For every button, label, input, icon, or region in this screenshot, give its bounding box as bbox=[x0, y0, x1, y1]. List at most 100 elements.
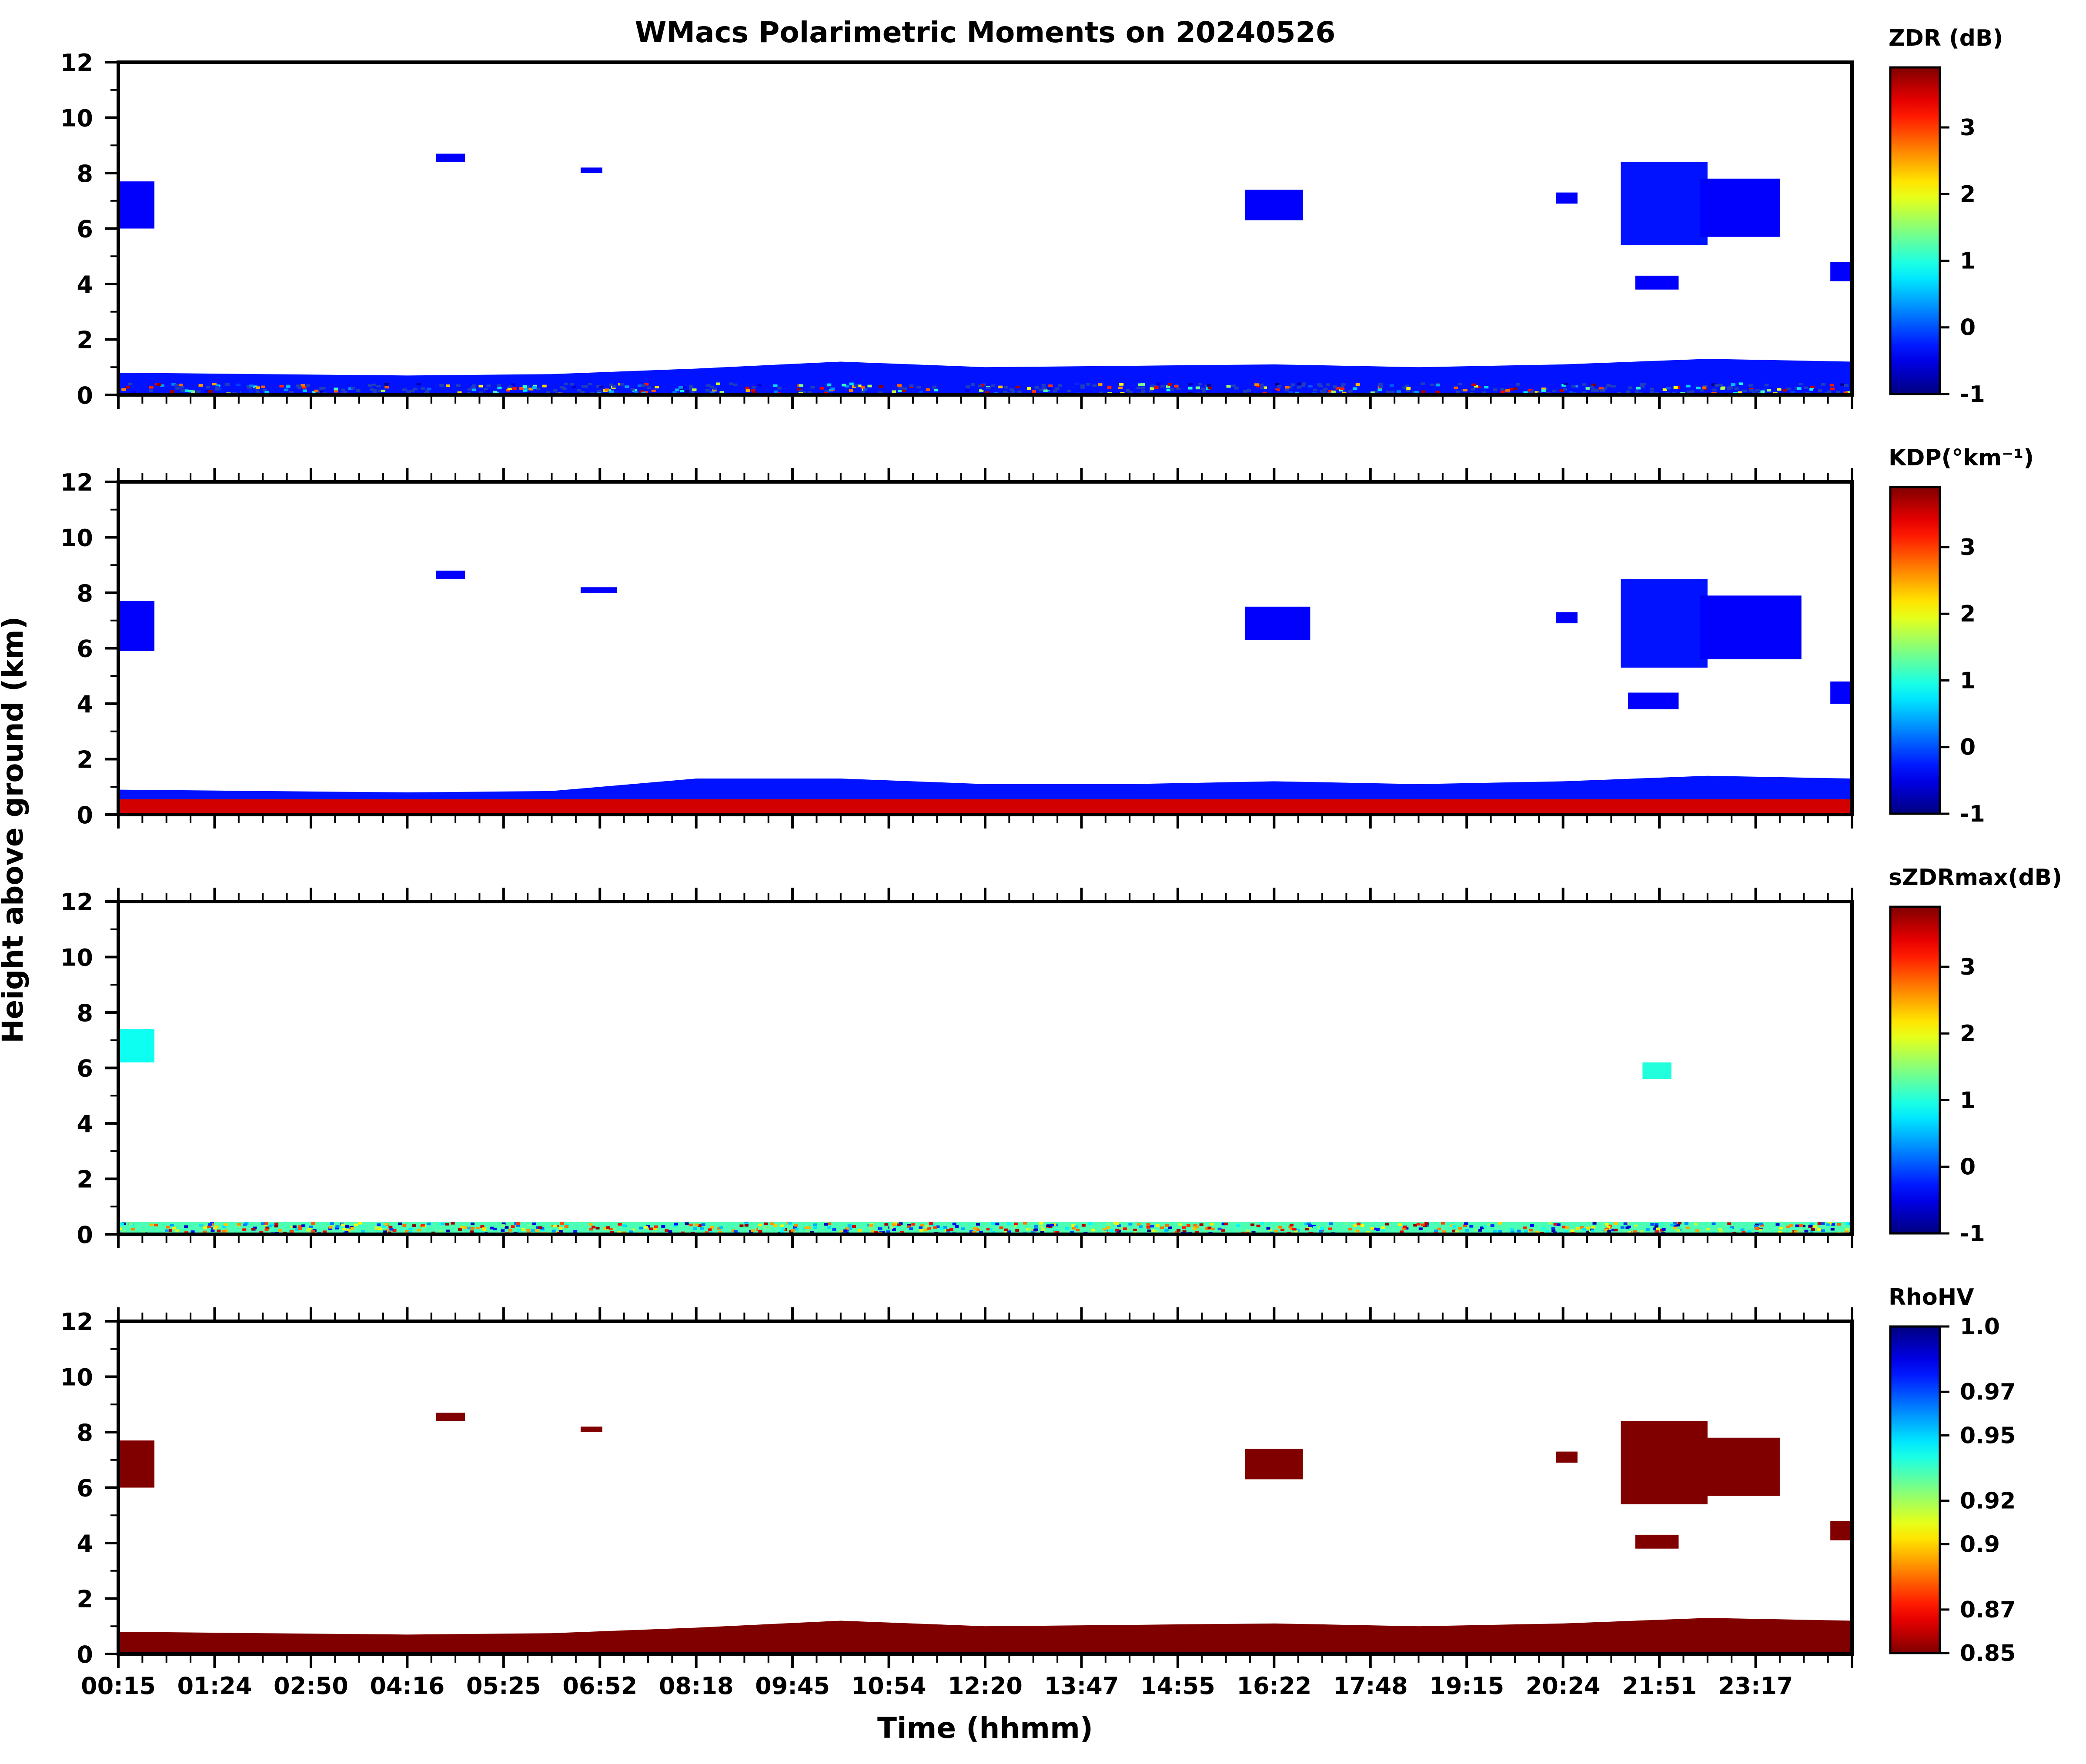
speckle-mark bbox=[1702, 1648, 1706, 1651]
speckle-mark bbox=[1230, 1227, 1235, 1230]
speckle-mark bbox=[165, 1229, 170, 1232]
speckle-mark bbox=[491, 1642, 495, 1645]
speckle-mark bbox=[889, 1647, 893, 1650]
y-tick-label: 6 bbox=[77, 216, 93, 243]
speckle-mark bbox=[967, 1645, 972, 1648]
speckle-mark bbox=[1106, 1223, 1110, 1226]
speckle-mark bbox=[438, 1223, 442, 1226]
speckle-mark bbox=[405, 1230, 409, 1233]
speckle-mark bbox=[1156, 1647, 1160, 1650]
speckle-mark bbox=[1634, 1224, 1638, 1227]
speckle-mark bbox=[1401, 1647, 1406, 1650]
speckle-mark bbox=[542, 384, 547, 388]
speckle-mark bbox=[1449, 1647, 1454, 1650]
speckle-mark bbox=[1381, 1229, 1385, 1232]
speckle-mark bbox=[1551, 1229, 1556, 1233]
speckle-mark bbox=[849, 389, 853, 392]
speckle-mark bbox=[1795, 1224, 1799, 1227]
speckle-mark bbox=[824, 1223, 828, 1226]
speckle-mark bbox=[1349, 1643, 1354, 1646]
speckle-mark bbox=[799, 384, 803, 387]
speckle-mark bbox=[1394, 1646, 1399, 1649]
speckle-mark bbox=[338, 1650, 342, 1654]
speckle-mark bbox=[1537, 391, 1542, 394]
speckle-mark bbox=[501, 1229, 505, 1232]
speckle-mark bbox=[1670, 1223, 1675, 1226]
speckle-mark bbox=[634, 391, 639, 394]
x-tick-label: 10:54 bbox=[852, 1672, 926, 1700]
speckle-mark bbox=[1268, 1222, 1273, 1225]
speckle-mark bbox=[705, 389, 710, 392]
speckle-mark bbox=[521, 1228, 525, 1231]
speckle-mark bbox=[1556, 1641, 1561, 1644]
speckle-mark bbox=[1348, 390, 1353, 393]
speckle-mark bbox=[781, 1227, 785, 1230]
speckle-mark bbox=[1193, 1224, 1197, 1227]
speckle-mark bbox=[292, 1225, 297, 1228]
speckle-mark bbox=[1699, 1650, 1704, 1654]
speckle-mark bbox=[512, 387, 517, 390]
speckle-mark bbox=[1236, 1224, 1240, 1227]
speckle-mark bbox=[341, 1223, 345, 1226]
speckle-mark bbox=[665, 1229, 669, 1232]
rhohv-cloud-15-35 bbox=[1245, 1449, 1303, 1480]
speckle-mark bbox=[1038, 1650, 1043, 1653]
speckle-mark bbox=[560, 1222, 564, 1225]
speckle-mark bbox=[1640, 1224, 1645, 1227]
speckle-mark bbox=[1642, 1226, 1646, 1229]
speckle-mark bbox=[1421, 390, 1426, 393]
speckle-mark bbox=[991, 384, 996, 387]
speckle-mark bbox=[130, 1649, 135, 1652]
speckle-mark bbox=[345, 1225, 349, 1228]
colorbar-tick-label: 0.95 bbox=[1960, 1423, 2016, 1449]
rhohv-data bbox=[118, 1413, 1852, 1654]
speckle-mark bbox=[701, 1223, 705, 1226]
speckle-mark bbox=[1414, 391, 1419, 394]
speckle-mark bbox=[1106, 1226, 1110, 1229]
speckle-mark bbox=[1498, 1230, 1502, 1233]
speckle-mark bbox=[416, 383, 421, 386]
speckle-mark bbox=[1620, 1226, 1625, 1229]
speckle-mark bbox=[1407, 1650, 1411, 1653]
speckle-mark bbox=[482, 1228, 486, 1231]
speckle-mark bbox=[1712, 1222, 1716, 1225]
speckle-mark bbox=[161, 1645, 166, 1648]
speckle-mark bbox=[745, 1223, 749, 1226]
speckle-mark bbox=[1087, 1650, 1092, 1653]
rhohv-x-ticks bbox=[117, 1307, 1853, 1668]
speckle-mark bbox=[827, 1226, 831, 1229]
speckle-mark bbox=[178, 1647, 183, 1650]
speckle-mark bbox=[1614, 1229, 1618, 1232]
speckle-mark bbox=[721, 1647, 725, 1650]
speckle-mark bbox=[1639, 1229, 1644, 1233]
speckle-mark bbox=[909, 384, 914, 387]
speckle-mark bbox=[644, 383, 649, 386]
speckle-mark bbox=[328, 1227, 332, 1230]
speckle-mark bbox=[789, 1649, 794, 1652]
speckle-mark bbox=[788, 1222, 792, 1225]
speckle-mark bbox=[791, 1647, 796, 1650]
speckle-mark bbox=[261, 385, 265, 388]
speckle-mark bbox=[770, 1222, 774, 1225]
speckle-mark bbox=[1602, 387, 1607, 390]
x-tick-label: 12:20 bbox=[948, 1672, 1023, 1700]
speckle-mark bbox=[1006, 1222, 1011, 1225]
speckle-mark bbox=[1196, 1648, 1200, 1651]
speckle-mark bbox=[1539, 1642, 1544, 1645]
speckle-mark bbox=[1331, 391, 1336, 394]
speckle-mark bbox=[489, 1226, 494, 1229]
speckle-mark bbox=[952, 1650, 956, 1653]
zdr-cloud-21-00 bbox=[1621, 162, 1708, 245]
speckle-mark bbox=[843, 1229, 848, 1232]
speckle-mark bbox=[649, 1227, 653, 1230]
speckle-mark bbox=[388, 1226, 393, 1229]
speckle-mark bbox=[1081, 1224, 1086, 1227]
speckle-mark bbox=[206, 386, 211, 389]
speckle-mark bbox=[1582, 1643, 1587, 1646]
speckle-mark bbox=[1673, 1225, 1678, 1228]
speckle-mark bbox=[975, 1642, 979, 1645]
speckle-mark bbox=[1077, 1643, 1082, 1646]
speckle-mark bbox=[854, 384, 859, 388]
speckle-mark bbox=[1606, 384, 1611, 387]
